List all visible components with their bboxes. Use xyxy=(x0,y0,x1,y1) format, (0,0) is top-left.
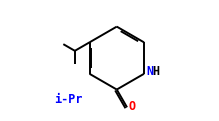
Text: i-Pr: i-Pr xyxy=(54,93,82,106)
Text: H: H xyxy=(152,65,160,78)
Text: O: O xyxy=(128,100,135,113)
Text: N: N xyxy=(147,65,154,78)
